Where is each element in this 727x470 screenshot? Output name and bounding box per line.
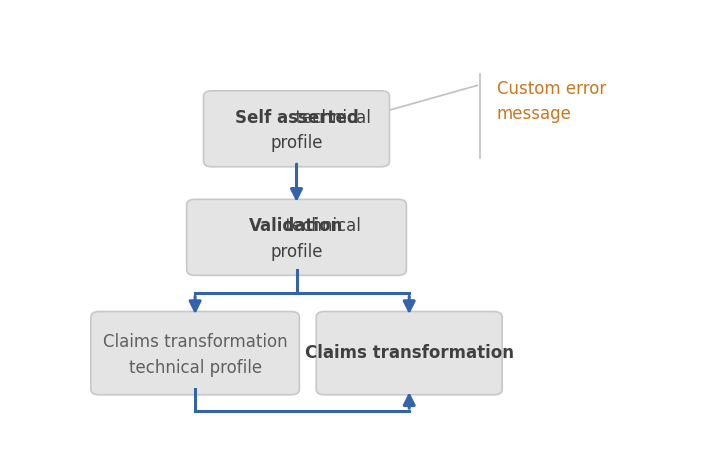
Text: Validation: Validation bbox=[249, 218, 344, 235]
FancyBboxPatch shape bbox=[187, 199, 406, 275]
Text: Self asserted: Self asserted bbox=[235, 109, 358, 127]
Text: Claims transformation: Claims transformation bbox=[305, 344, 514, 362]
Text: technical: technical bbox=[222, 109, 371, 127]
Text: technical: technical bbox=[233, 218, 361, 235]
Text: profile: profile bbox=[270, 134, 323, 152]
Text: profile: profile bbox=[270, 243, 323, 261]
FancyBboxPatch shape bbox=[204, 91, 390, 167]
FancyBboxPatch shape bbox=[91, 312, 300, 395]
Text: technical profile: technical profile bbox=[129, 359, 262, 376]
FancyBboxPatch shape bbox=[316, 312, 502, 395]
Text: Claims transformation: Claims transformation bbox=[103, 333, 287, 351]
Text: Custom error
message: Custom error message bbox=[497, 80, 606, 123]
